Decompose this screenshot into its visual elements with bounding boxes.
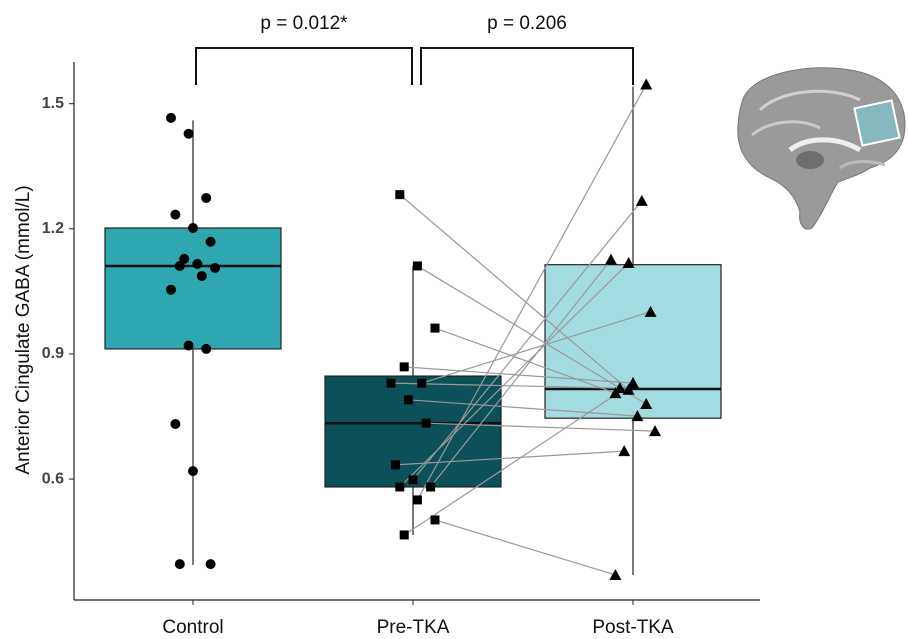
point: [166, 285, 176, 295]
point: [609, 569, 621, 580]
y-axis-title: Anterior Cingulate GABA (mmol/L): [13, 185, 34, 474]
point: [387, 379, 396, 388]
y-tick-label: 0.9: [42, 345, 64, 362]
point: [395, 482, 404, 491]
point: [179, 254, 189, 264]
point: [395, 190, 404, 199]
point: [391, 460, 400, 469]
point: [413, 495, 422, 504]
point: [431, 515, 440, 524]
brain-illustration: [738, 68, 905, 229]
point: [618, 445, 630, 456]
p-value: p = 0.012*: [260, 13, 348, 34]
point: [201, 193, 211, 203]
point: [175, 559, 185, 569]
y-tick-label: 1.2: [42, 220, 64, 237]
point: [431, 324, 440, 333]
point: [197, 271, 207, 281]
point: [184, 341, 194, 351]
box: [105, 228, 281, 349]
point: [170, 419, 180, 429]
point: [417, 379, 426, 388]
y-tick-label: 1.5: [42, 95, 64, 112]
significance-bracket: [196, 48, 412, 85]
point: [409, 475, 418, 484]
point: [404, 395, 413, 404]
point: [188, 466, 198, 476]
point: [413, 261, 422, 270]
point: [210, 263, 220, 273]
point: [636, 195, 648, 206]
point: [192, 259, 202, 269]
point: [188, 223, 198, 233]
point: [400, 530, 409, 539]
p-value: p = 0.206: [487, 13, 567, 34]
point: [201, 344, 211, 354]
point: [206, 559, 216, 569]
x-tick-label: Post-TKA: [592, 617, 674, 638]
point: [206, 237, 216, 247]
point: [184, 129, 194, 139]
point: [166, 113, 176, 123]
significance-bracket: [421, 48, 633, 85]
x-tick-label: Pre-TKA: [377, 617, 450, 638]
point: [422, 419, 431, 428]
point: [400, 362, 409, 371]
x-tick-label: Control: [162, 617, 223, 638]
paired-line: [435, 520, 615, 575]
point: [170, 210, 180, 220]
point: [640, 79, 652, 90]
chart: Anterior Cingulate GABA (mmol/L) 0.6 0.9 1…: [0, 0, 908, 639]
point: [605, 254, 617, 265]
point: [426, 482, 435, 491]
y-tick-label: 0.6: [42, 470, 64, 487]
